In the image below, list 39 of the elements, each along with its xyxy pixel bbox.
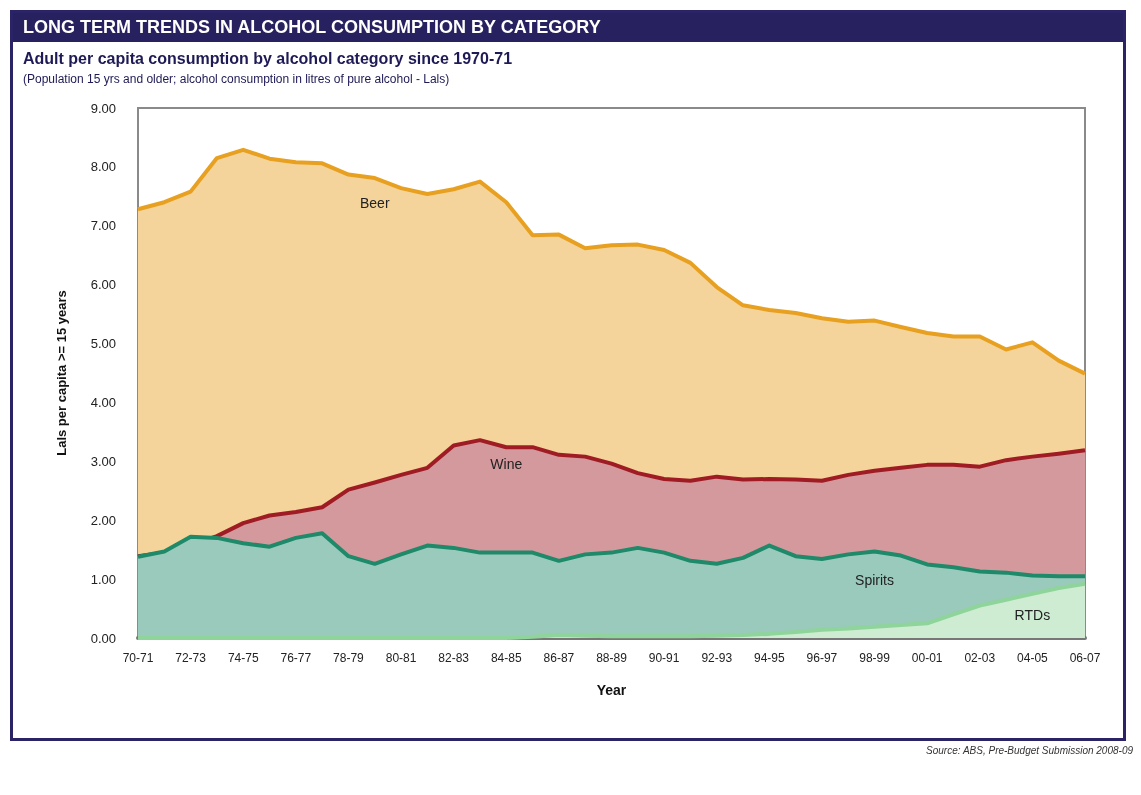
x-tick-label: 80-81 [385,651,417,665]
x-axis-title: Year [596,682,627,698]
text: (Population 15 yrs and older; alcohol consumption in litres of pure alcohol - Lals) [22,71,451,88]
y-tick-label: 2.00 [90,512,116,528]
series-label: Beer [359,195,390,212]
x-tick-label: 72-73 [175,651,207,665]
x-tick-label: 84-85 [490,651,522,665]
x-tick-label: 82-83 [438,651,470,665]
y-tick-label: 8.00 [90,159,116,175]
series-label: Wine [490,456,523,473]
x-tick-label: 00-01 [911,651,943,665]
x-tick-label: 98-99 [859,651,891,665]
y-tick-label: 6.00 [90,277,116,293]
x-tick-label: 78-79 [333,651,365,665]
x-tick-label: 92-93 [701,651,733,665]
chart-title: LONG TERM TRENDS IN ALCOHOL CONSUMPTION BY CATEGORY [13,13,1123,42]
y-tick-label: 0.00 [90,630,116,646]
x-tick-label: 88-89 [596,651,628,665]
y-tick-label: 3.00 [90,453,116,469]
series-label: RTDs [1014,606,1051,623]
x-tick-label: 76-77 [280,651,312,665]
x-tick-label: 90-91 [648,651,680,665]
chart-subtitle: Adult per capita consumption by alcohol category since 1970-71 [22,49,514,69]
x-tick-label: 74-75 [227,651,259,665]
y-axis-title: Lals per capita >= 15 years [54,290,69,456]
y-tick-label: 5.00 [90,336,116,352]
x-tick-label: 94-95 [753,651,785,665]
y-tick-label: 4.00 [90,394,116,410]
x-tick-label: 04-05 [1017,651,1049,665]
x-tick-label: 02-03 [964,651,996,665]
source-note: Source: ABS, Pre-Budget Submission 2008-09 [925,745,1133,756]
y-tick-label: 7.00 [90,218,116,234]
series-label: Spirits [855,572,895,589]
x-tick-label: 86-87 [543,651,575,665]
y-tick-label: 1.00 [90,571,116,587]
x-tick-label: 70-71 [122,651,154,665]
x-tick-label: 96-97 [806,651,838,665]
y-tick-label: 9.00 [90,100,116,116]
x-tick-label: 06-07 [1069,651,1101,665]
